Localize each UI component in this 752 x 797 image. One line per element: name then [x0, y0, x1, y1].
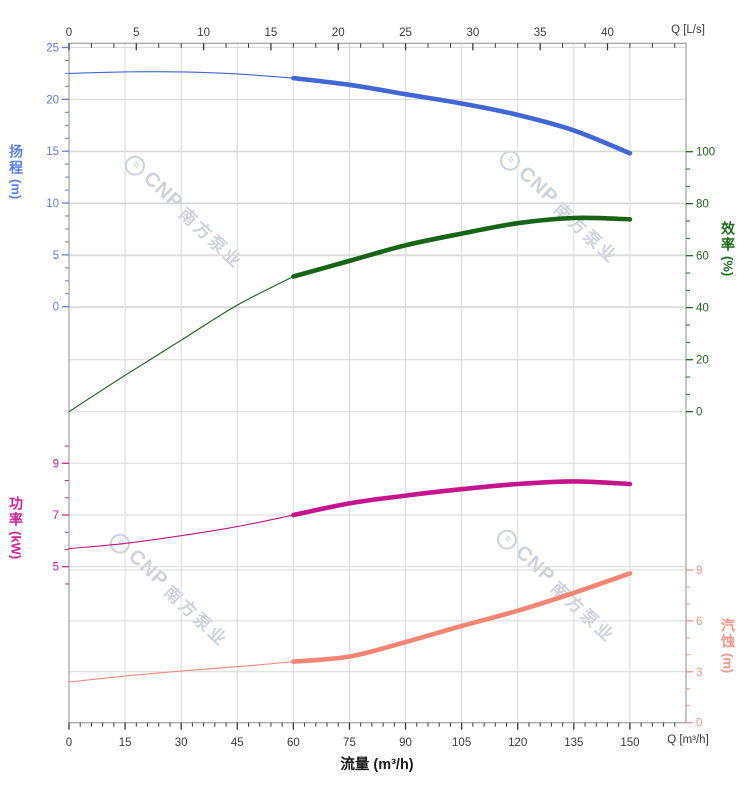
svg-text:0: 0 — [696, 407, 702, 419]
svg-text:25: 25 — [46, 43, 59, 55]
svg-text:60: 60 — [696, 251, 709, 263]
npsh-axis-title: 汽蚀 (m) — [718, 618, 738, 673]
svg-text:20: 20 — [46, 94, 59, 106]
axis-title-unit: (%) — [720, 256, 736, 277]
svg-text:9: 9 — [696, 565, 702, 577]
svg-text:5: 5 — [133, 27, 139, 39]
svg-text:35: 35 — [534, 27, 547, 39]
axis-title-unit: (m) — [8, 179, 24, 200]
svg-text:5: 5 — [53, 562, 59, 574]
power-axis-title: 功率 (kW) — [6, 496, 26, 559]
svg-text:60: 60 — [287, 737, 300, 749]
efficiency-axis-title: 效率 (%) — [718, 221, 738, 276]
svg-text:0: 0 — [66, 737, 72, 749]
svg-text:150: 150 — [620, 737, 639, 749]
svg-text:105: 105 — [452, 737, 471, 749]
svg-text:3: 3 — [696, 667, 702, 679]
svg-text:15: 15 — [119, 737, 132, 749]
axis-title-text: 汽蚀 — [720, 618, 736, 650]
svg-text:15: 15 — [46, 146, 59, 158]
svg-text:30: 30 — [175, 737, 188, 749]
svg-text:120: 120 — [508, 737, 527, 749]
svg-text:30: 30 — [466, 27, 479, 39]
flow-axis-label: 流量 (m³/h) — [340, 757, 414, 773]
svg-text:20: 20 — [696, 355, 709, 367]
svg-text:75: 75 — [343, 737, 356, 749]
svg-text:0: 0 — [696, 718, 702, 730]
svg-text:9: 9 — [53, 458, 59, 470]
svg-text:135: 135 — [564, 737, 583, 749]
svg-text:45: 45 — [231, 737, 244, 749]
svg-text:20: 20 — [332, 27, 345, 39]
svg-text:5: 5 — [53, 250, 59, 262]
svg-text:100: 100 — [696, 147, 715, 159]
svg-text:10: 10 — [46, 198, 59, 210]
axis-title-unit: (kW) — [8, 531, 24, 560]
svg-text:80: 80 — [696, 199, 709, 211]
axis-title-unit: (m) — [720, 653, 736, 674]
head-axis-title: 扬程 (m) — [6, 144, 26, 199]
svg-text:40: 40 — [696, 303, 709, 315]
axis-title-text: 功率 — [8, 496, 24, 528]
svg-text:15: 15 — [265, 27, 278, 39]
svg-text:0: 0 — [66, 27, 72, 39]
svg-text:7: 7 — [53, 510, 59, 522]
svg-text:25: 25 — [399, 27, 412, 39]
svg-text:6: 6 — [696, 616, 702, 628]
svg-text:90: 90 — [399, 737, 412, 749]
axis-title-text: 扬程 — [8, 144, 24, 176]
axis-title-text: 效率 — [720, 221, 736, 253]
svg-text:10: 10 — [197, 27, 210, 39]
svg-text:40: 40 — [601, 27, 614, 39]
svg-text:0: 0 — [53, 302, 59, 314]
top-axis-unit-label: Q [L/s] — [671, 24, 705, 36]
bottom-axis-unit-label: Q [m³/h] — [667, 734, 709, 746]
